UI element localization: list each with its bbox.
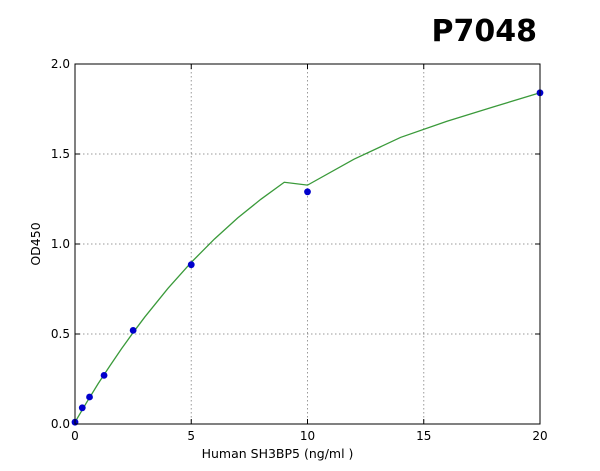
fit-curve-layer — [74, 92, 541, 423]
data-point — [86, 393, 93, 401]
x-tick-label: 20 — [532, 429, 547, 443]
y-tick-label: 1.0 — [51, 237, 70, 251]
product-code-badge: P7048 — [432, 14, 537, 49]
axis-ticks: 0 5 10 15 20 0.0 0.5 1.0 1.5 2.0 — [51, 57, 548, 443]
x-tick-label: 15 — [416, 429, 431, 443]
fit-curve — [74, 92, 541, 423]
data-points-layer — [71, 89, 544, 426]
data-point — [100, 372, 108, 379]
y-tick-label: 1.5 — [51, 147, 70, 161]
y-tick-label: 0.0 — [51, 417, 70, 431]
y-tick-label: 2.0 — [51, 57, 70, 71]
grid-lines — [75, 64, 540, 424]
data-point — [187, 261, 195, 269]
data-point — [78, 404, 86, 412]
x-tick-label: 10 — [300, 429, 315, 443]
data-point — [304, 188, 311, 196]
data-point — [129, 327, 137, 334]
x-axis-label: Human SH3BP5 (ng/ml ) — [202, 446, 354, 461]
y-tick-label: 0.5 — [51, 327, 70, 341]
x-tick-label: 0 — [71, 429, 79, 443]
y-axis-label: OD450 — [28, 222, 43, 265]
x-tick-label: 5 — [187, 429, 195, 443]
